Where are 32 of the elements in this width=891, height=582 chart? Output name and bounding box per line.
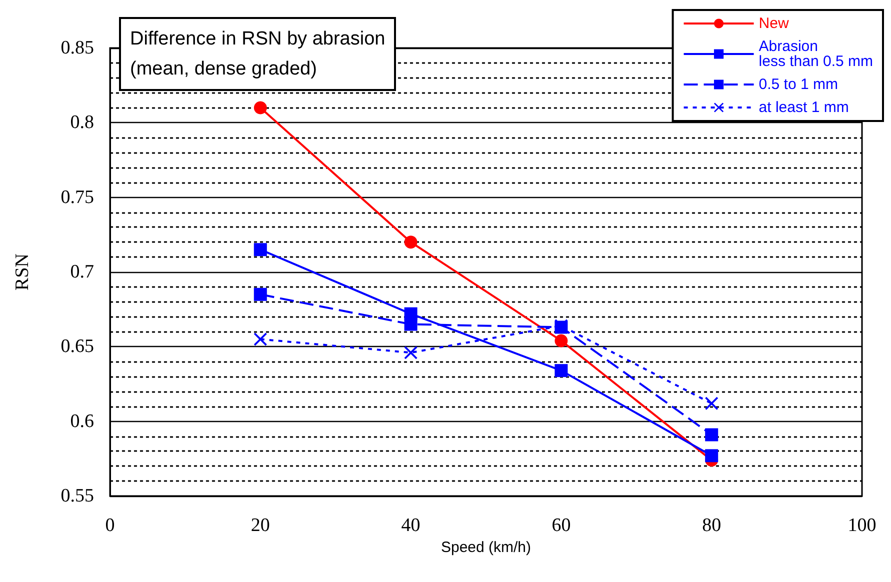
x-tick-label: 40 <box>401 515 420 536</box>
y-tick-label: 0.65 <box>60 336 94 358</box>
x-axis-title: Speed (km/h) <box>440 539 532 556</box>
x-tick-label: 20 <box>250 515 270 536</box>
y-tick-label: 0.6 <box>70 410 94 432</box>
y-tick-label: 0.85 <box>60 38 94 58</box>
legend-label: Abrasion less than 0.5 mm <box>758 38 874 70</box>
point <box>254 332 267 346</box>
point <box>554 334 568 348</box>
point <box>404 236 418 249</box>
legend-label: 0.5 to 1 mm <box>758 76 838 93</box>
x-tick-label: 80 <box>702 515 722 536</box>
y-tick-label: 0.75 <box>60 186 94 208</box>
y-tick-label: 0.55 <box>60 486 94 506</box>
legend-label: at least 1 mm <box>758 99 849 116</box>
y-axis-title: RSN <box>12 253 33 290</box>
point <box>705 396 718 410</box>
point <box>254 243 267 256</box>
x-tick-label: 0 <box>105 515 115 536</box>
y-tick-label: 0.7 <box>70 262 94 282</box>
y-tick-label: 0.8 <box>70 112 94 134</box>
point <box>554 364 568 378</box>
legend-label: New <box>758 15 789 32</box>
chart-title: Difference in RSN by abrasion (mean, dense graded) <box>130 28 386 80</box>
point <box>404 318 418 331</box>
point <box>254 101 267 114</box>
x-tick-label: 100 <box>848 515 876 536</box>
point <box>705 449 718 462</box>
x-tick-label: 60 <box>552 515 571 536</box>
point <box>404 346 418 360</box>
point <box>705 428 718 442</box>
point <box>254 288 267 301</box>
